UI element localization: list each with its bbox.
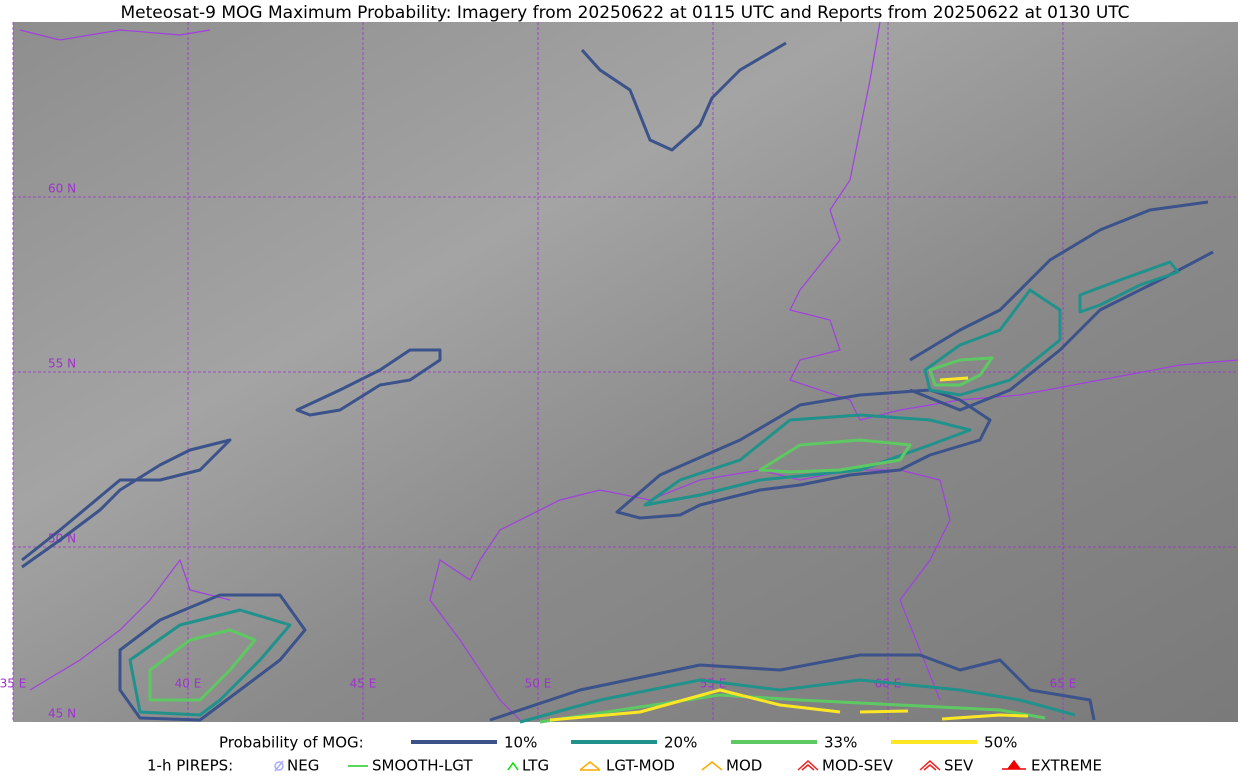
legend-icon: [507, 761, 519, 771]
title: Meteosat-9 MOG Maximum Probability: Imag…: [120, 3, 1129, 23]
legend-icon: [701, 761, 723, 771]
lon-label: 65 E: [1050, 677, 1077, 691]
legend-icon: [1002, 759, 1026, 770]
legend-label: 33%: [824, 734, 857, 752]
lon-label: 45 E: [350, 677, 377, 691]
legend-icon: [579, 761, 601, 771]
lon-label: 40 E: [175, 677, 202, 691]
lat-label: 55 N: [48, 357, 76, 371]
legend-heading: 1-h PIREPS:: [147, 757, 233, 775]
legend-label: MOD-SEV: [822, 757, 894, 775]
legend-heading: Probability of MOG:: [219, 734, 364, 752]
legend-icon: [797, 759, 819, 771]
contours: [21, 41, 1214, 724]
lat-label: 45 N: [48, 707, 76, 721]
legend-label: 50%: [984, 734, 1017, 752]
legend-icon: [919, 759, 941, 771]
lat-label: 60 N: [48, 182, 76, 196]
legend-label: SMOOTH-LGT: [372, 757, 473, 775]
legend-label: SEV: [944, 757, 974, 775]
lon-label: 50 E: [525, 677, 552, 691]
legend-label: 20%: [664, 734, 697, 752]
legend-label: LTG: [522, 757, 549, 775]
lon-label: 35 E: [0, 677, 26, 691]
legend-label: NEG: [287, 757, 319, 775]
legend-label: EXTREME: [1031, 757, 1102, 775]
legend-label: 10%: [504, 734, 537, 752]
legend-label: MOD: [726, 757, 762, 775]
legend-label: LGT-MOD: [606, 757, 675, 775]
legend-icon: [274, 760, 284, 772]
